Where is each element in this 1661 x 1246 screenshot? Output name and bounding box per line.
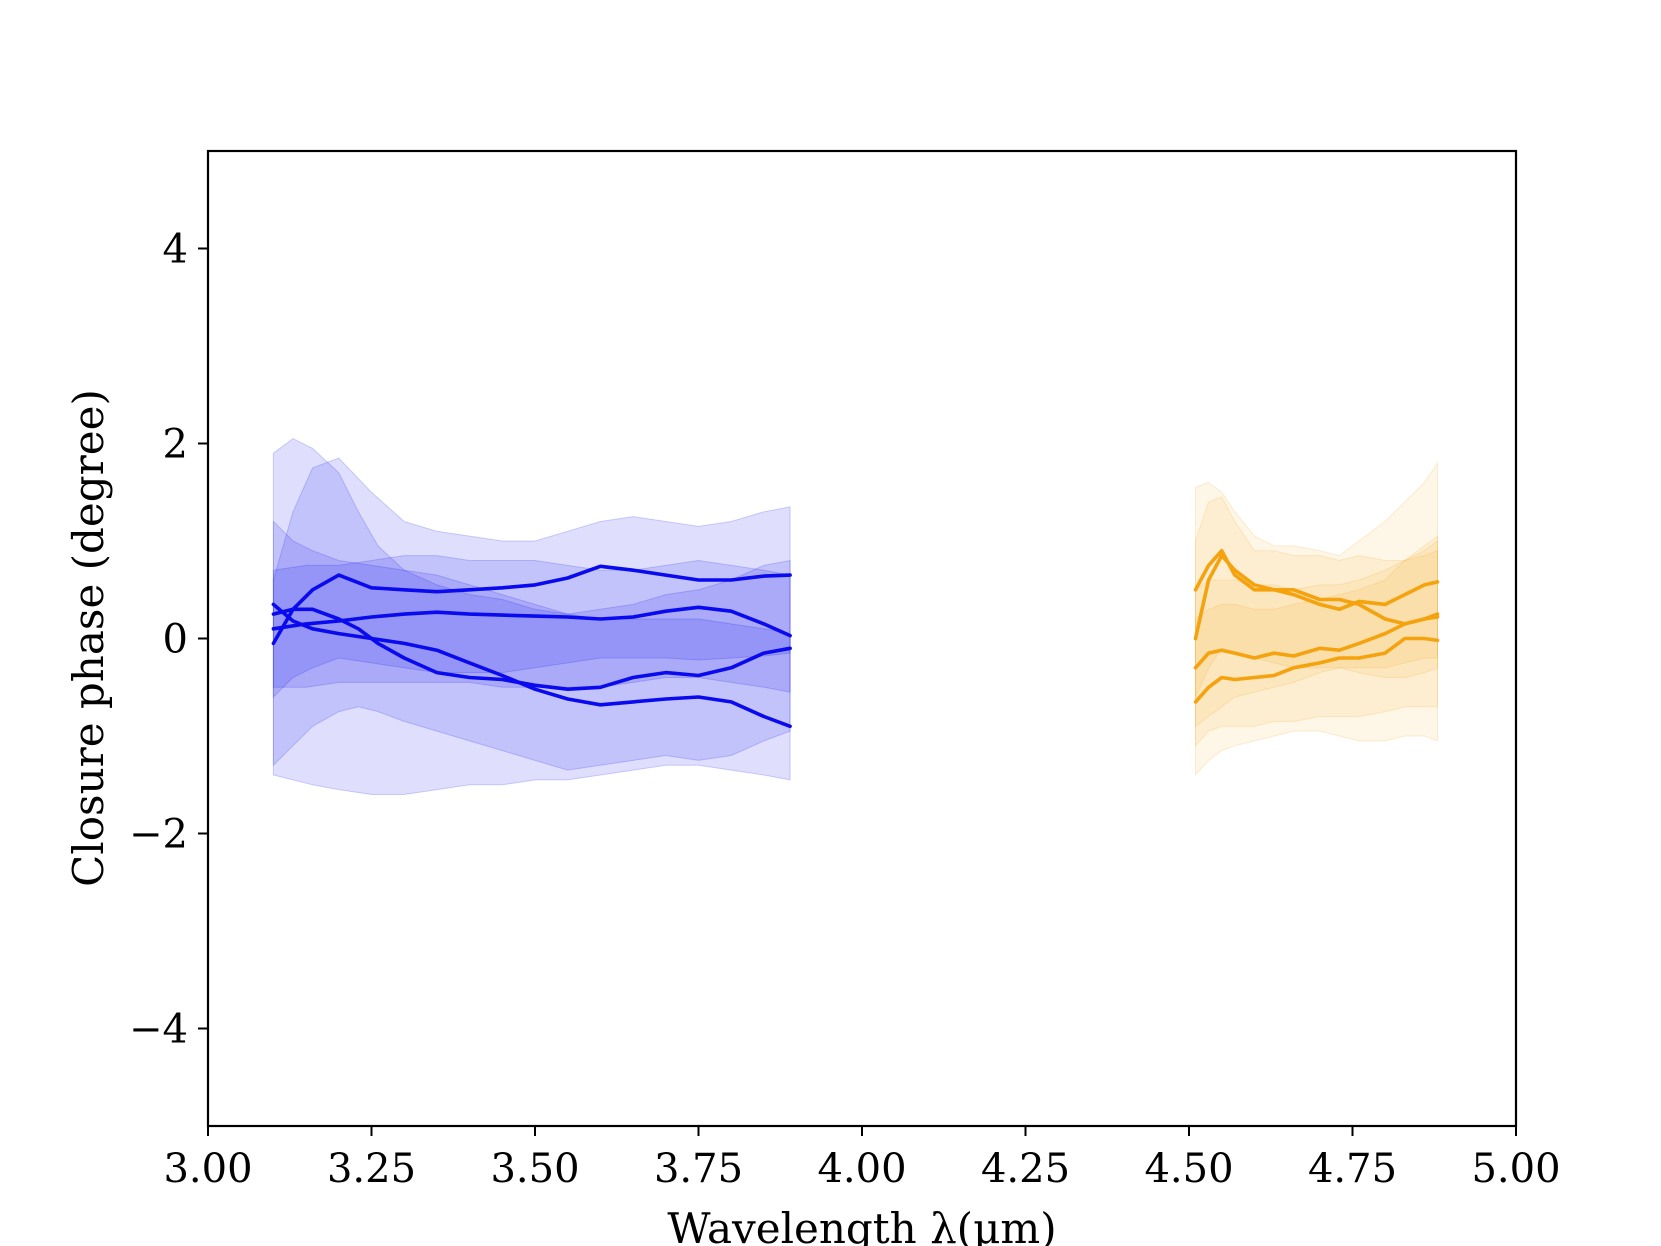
band-L-3 [272, 438, 791, 771]
x-tick-label: 3.50 [490, 1146, 579, 1192]
x-tick-label: 3.75 [654, 1146, 743, 1192]
y-tick-label: −4 [129, 1007, 188, 1053]
line-L-1 [271, 564, 792, 646]
line-L-2 [271, 605, 792, 638]
x-tick-label: 4.25 [981, 1146, 1070, 1192]
x-tick-label: 4.00 [817, 1146, 906, 1192]
y-tick-label: −2 [129, 812, 188, 858]
y-tick-label: 2 [163, 422, 188, 468]
line-L-3 [271, 607, 792, 692]
x-tick-label: 5.00 [1471, 1146, 1560, 1192]
x-tick-label: 4.50 [1144, 1146, 1233, 1192]
line-M-6 [1193, 553, 1440, 641]
band-M-7 [1195, 540, 1438, 748]
series-lines [271, 548, 1440, 729]
band-L-1 [272, 457, 791, 699]
line-M-8 [1193, 636, 1440, 704]
y-tick-label: 0 [163, 617, 188, 663]
y-axis-ticks: −4 −2 0 2 4 [129, 227, 208, 1053]
line-L-4 [271, 602, 792, 729]
x-tick-label: 4.75 [1308, 1146, 1397, 1192]
x-axis-label: Wavelength λ(μm) [667, 1204, 1056, 1246]
line-M-7 [1193, 615, 1440, 670]
line-M-5 [1193, 548, 1440, 612]
x-tick-label: 3.00 [163, 1146, 252, 1192]
band-M-8 [1195, 535, 1438, 777]
x-tick-label: 3.25 [327, 1146, 416, 1192]
y-tick-label: 4 [163, 227, 188, 273]
band-M-5 [1195, 461, 1438, 728]
y-axis-label: Closure phase (degree) [64, 389, 113, 887]
x-axis-ticks: 3.00 3.25 3.50 3.75 4.00 4.25 4.50 4.75 5.00 [163, 1126, 1561, 1192]
